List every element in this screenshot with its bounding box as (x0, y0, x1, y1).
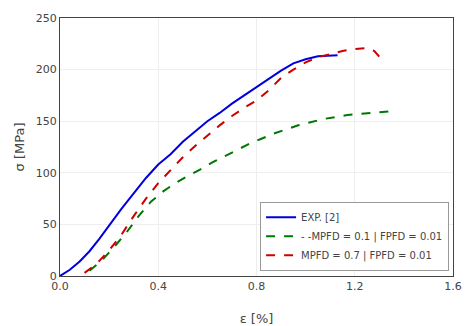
svg-text:MPFD = 0.7 | FPFD = 0.01: MPFD = 0.7 | FPFD = 0.01 (301, 250, 432, 262)
svg-text:- -MPFD = 0.1 | FPFD = 0.01: - -MPFD = 0.1 | FPFD = 0.01 (301, 231, 442, 243)
svg-text:100: 100 (36, 167, 57, 180)
svg-text:0.0: 0.0 (51, 280, 69, 293)
svg-text:0.4: 0.4 (150, 280, 168, 293)
svg-text:250: 250 (36, 12, 57, 25)
svg-text:150: 150 (36, 115, 57, 128)
svg-text:EXP. [2]: EXP. [2] (301, 212, 339, 223)
svg-text:1.6: 1.6 (444, 280, 462, 293)
svg-text:50: 50 (43, 218, 57, 231)
svg-text:0: 0 (50, 270, 57, 283)
svg-text:200: 200 (36, 63, 57, 76)
svg-text:ε [%]: ε [%] (240, 311, 274, 326)
svg-text:0.8: 0.8 (248, 280, 266, 293)
svg-text:σ [MPa]: σ [MPa] (12, 123, 27, 172)
svg-text:1.2: 1.2 (346, 280, 364, 293)
